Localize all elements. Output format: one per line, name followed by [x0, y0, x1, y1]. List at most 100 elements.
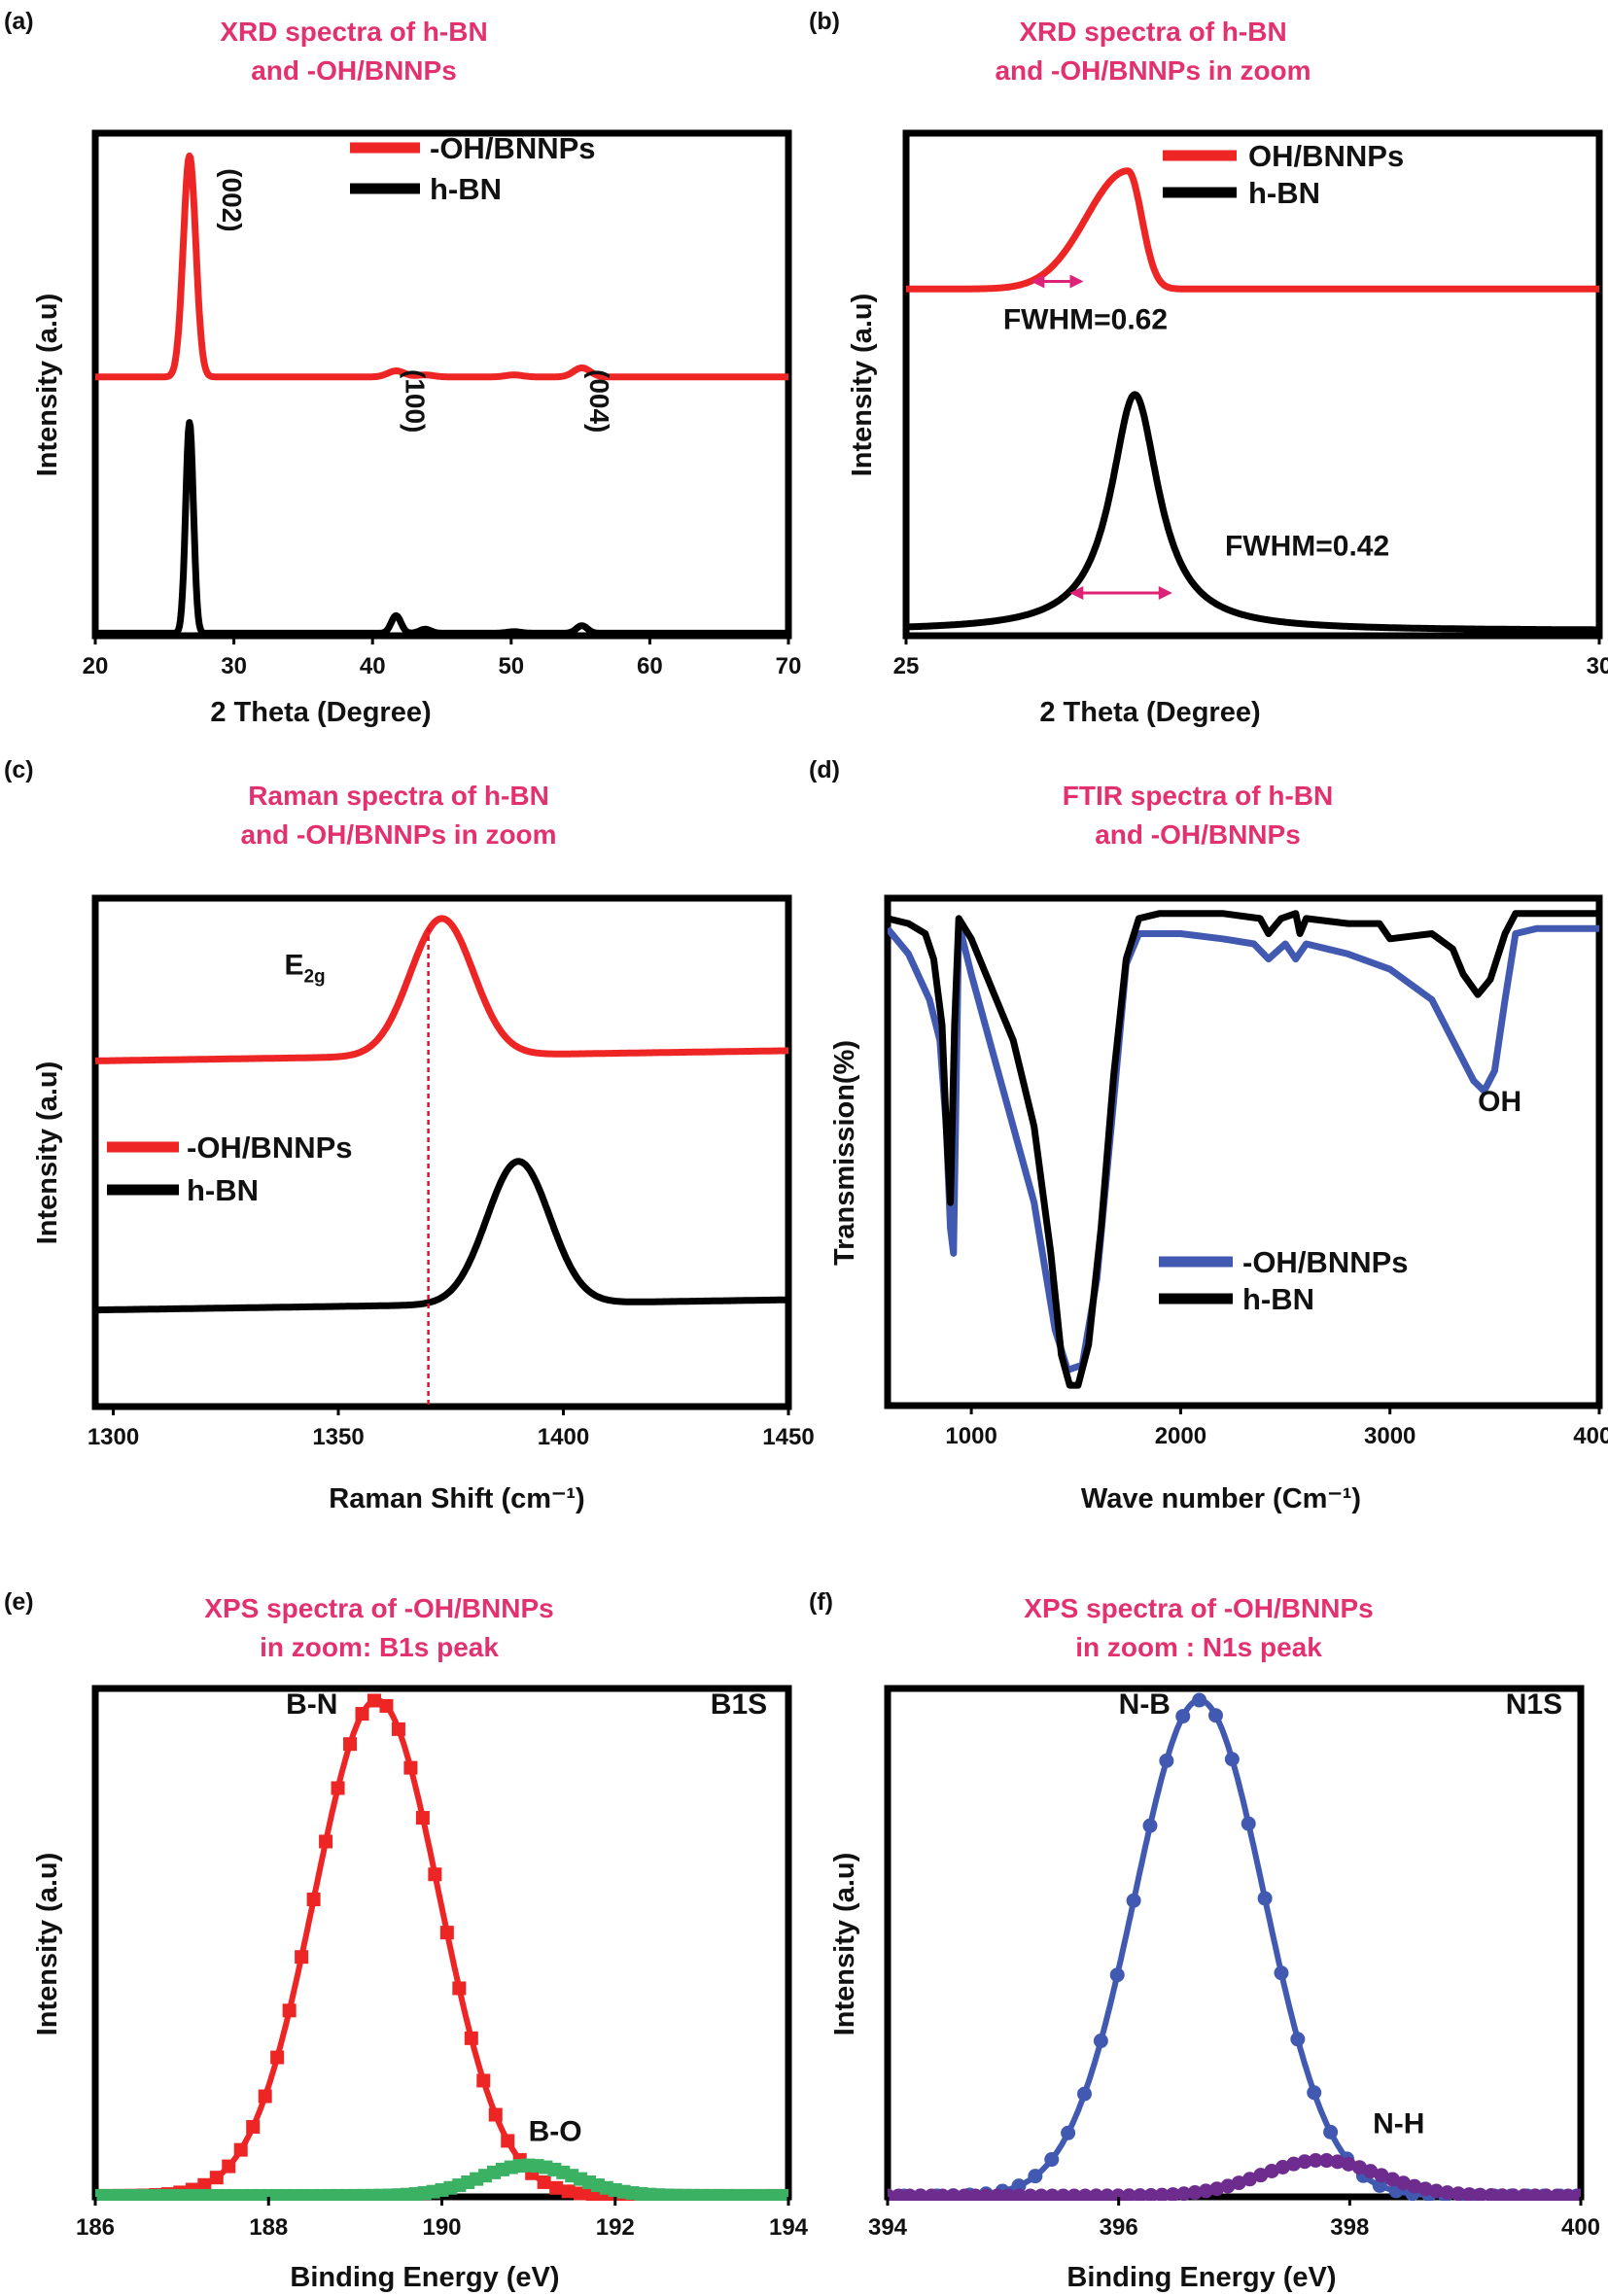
series-n-h-point — [1451, 2186, 1466, 2201]
x-tick-label: 1000 — [945, 1423, 996, 1449]
chart-title-line-2: and -OH/BNNPs in zoom — [995, 55, 1311, 86]
y-axis-label: Intensity (a.u) — [847, 294, 878, 477]
series-b-o-point — [782, 2188, 788, 2201]
series-n-b-point — [1159, 1753, 1174, 1768]
series-b-n-point — [331, 1781, 345, 1795]
series-n-h-point — [1176, 2186, 1192, 2201]
chart-title-line-1: XPS spectra of -OH/BNNPs — [204, 1593, 553, 1623]
series-h-bn — [888, 910, 1599, 1389]
series-n-h-point — [1198, 2183, 1213, 2199]
x-tick-label: 20 — [83, 653, 109, 679]
x-tick-label: 396 — [1100, 2214, 1138, 2241]
x-tick-label: 1400 — [538, 1424, 589, 1450]
series-layer — [95, 915, 788, 1314]
series-n-b-point — [1175, 1709, 1191, 1724]
x-axis-label: Binding Energy (eV) — [1066, 2262, 1336, 2293]
x-tick-label: 398 — [1330, 2214, 1369, 2241]
series-n-h-point — [1461, 2187, 1477, 2201]
series-n-b-point — [1290, 2032, 1306, 2047]
series-b-n-point — [355, 1707, 369, 1722]
series-n-h-point — [1110, 2188, 1126, 2201]
panel-b: (b) XRD spectra of h-BN and -OH/BNNPs in… — [809, 8, 1608, 728]
series-n-h-point — [902, 2188, 918, 2201]
series-n-h-point — [946, 2188, 961, 2201]
x-tick-label: 2000 — [1155, 1423, 1206, 1449]
chart-title-line-2: and -OH/BNNPs — [251, 55, 457, 86]
series-b-n-point — [549, 2180, 564, 2195]
series-n-h-point — [1066, 2188, 1082, 2201]
plot-area: 25 30 FWHM=0.62 FWHM=0.42 — [893, 167, 1608, 679]
series-n-h-point — [1297, 2154, 1312, 2170]
series-n-h-point — [1319, 2153, 1335, 2169]
series-n-h-point — [1571, 2188, 1581, 2201]
series-b-n-point — [488, 2107, 503, 2122]
series-n-h-point — [1286, 2156, 1302, 2172]
series-n-h-point — [1011, 2188, 1027, 2201]
series-n-h-point — [1143, 2187, 1159, 2201]
legend-label: -OH/BNNPs — [430, 131, 596, 165]
x-tick-label: 188 — [249, 2214, 288, 2241]
series-n-h-point — [1473, 2187, 1488, 2201]
annotation-n-b: N-B — [1119, 1688, 1171, 1721]
series-b-n-line — [95, 1696, 788, 2199]
legend-label: h-BN — [1242, 1282, 1314, 1316]
series-oh-bnnps — [95, 152, 788, 381]
x-tick-label: 1300 — [87, 1424, 139, 1450]
peak-label: (004) — [584, 369, 614, 433]
plot-area: 394 396 398 400 N-B N-H N1S — [868, 1688, 1600, 2241]
series-n-h-point — [1517, 2188, 1532, 2201]
fwhm-arrow-left — [1069, 586, 1084, 601]
series-n-h-point — [1253, 2168, 1269, 2183]
series-n-h-point — [924, 2188, 939, 2201]
series-layer — [906, 167, 1599, 634]
series-b-n-point — [391, 1722, 405, 1736]
series-n-b-point — [1093, 2034, 1108, 2049]
annotation-oh: OH — [1478, 1086, 1521, 1118]
annotation-b1s: B1S — [711, 1688, 767, 1721]
plot-area: 20 30 40 50 60 70 (002) (100) (004) — [83, 152, 802, 679]
series-n-h-point — [1044, 2188, 1060, 2201]
y-axis-label: Intensity (a.u) — [829, 1853, 860, 2036]
panel-d: (d) FTIR spectra of h-BN and -OH/BNNPs 1… — [809, 756, 1608, 1514]
legend-label: h-BN — [1248, 176, 1320, 210]
series-b-n-point — [306, 1892, 321, 1906]
series-n-h-point — [1220, 2178, 1236, 2194]
annotation-b-n: B-N — [286, 1688, 337, 1721]
chart-title-line-1: Raman spectra of h-BN — [248, 781, 549, 811]
series-oh-bnnps — [95, 915, 788, 1064]
plot-frame — [91, 129, 792, 640]
series-n-h-point — [1550, 2188, 1565, 2201]
series-b-n-point — [379, 1698, 394, 1713]
series-n-b-point — [1192, 1692, 1207, 1708]
y-axis-label: Intensity (a.u) — [32, 294, 63, 477]
plot-frame — [884, 1685, 1585, 2201]
series-n-h-point — [1209, 2181, 1225, 2197]
series-n-h-point — [1275, 2160, 1290, 2175]
series-n-h-point — [1133, 2188, 1148, 2201]
series-n-h-point — [1166, 2187, 1181, 2201]
series-n-h-point — [934, 2188, 950, 2201]
annotation-n-h: N-H — [1373, 2108, 1424, 2140]
panel-c: (c) Raman spectra of h-BN and -OH/BNNPs … — [4, 756, 815, 1514]
series-b-n-point — [452, 1981, 467, 1996]
series-n-h-point — [1527, 2188, 1543, 2201]
series-n-h-point — [1440, 2185, 1455, 2201]
fwhm-arrow-right — [1069, 274, 1084, 289]
x-axis-label: Raman Shift (cm⁻¹) — [329, 1483, 584, 1514]
series-n-h-point — [1100, 2188, 1115, 2201]
series-n-h-point — [1341, 2156, 1356, 2172]
x-tick-label: 60 — [637, 653, 663, 679]
x-axis-label: Wave number (Cm⁻¹) — [1081, 1483, 1361, 1514]
series-n-h-point — [1242, 2172, 1258, 2187]
series-n-h-point — [1231, 2175, 1246, 2191]
panel-letter: (a) — [4, 8, 34, 35]
chart-title-line-1: XRD spectra of h-BN — [1019, 17, 1286, 47]
series-n-h-point — [1154, 2187, 1170, 2201]
series-n-b-line — [888, 1696, 1581, 2199]
series-n-h-point — [1538, 2188, 1554, 2201]
panel-a: (a) XRD spectra of h-BN and -OH/BNNPs 20… — [4, 8, 801, 728]
series-n-b-point — [1323, 2124, 1339, 2139]
series-layer — [95, 152, 788, 637]
x-tick-label: 70 — [776, 653, 802, 679]
